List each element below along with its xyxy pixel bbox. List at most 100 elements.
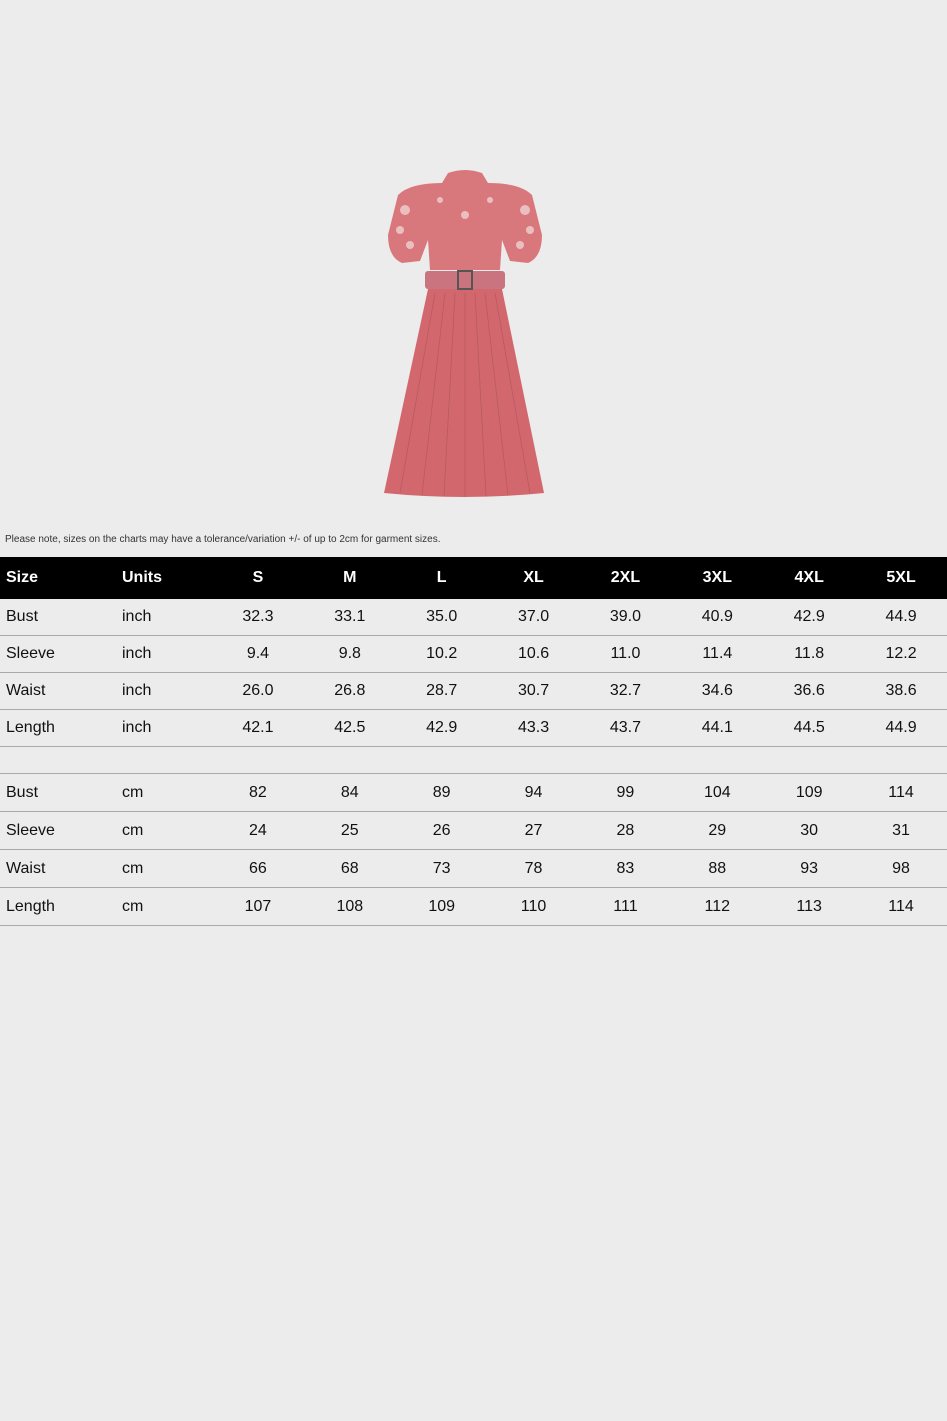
unit-cell: cm (116, 811, 212, 850)
table-row: Sleeve inch 9.4 9.8 10.2 10.6 11.0 11.4 11.8 12.2 (0, 635, 947, 673)
value-cell: 27 (487, 811, 580, 850)
value-cell: 43.3 (487, 709, 580, 747)
value-cell: 42.9 (395, 709, 488, 747)
column-header: S (212, 557, 304, 599)
value-cell: 88 (671, 849, 764, 888)
value-cell: 112 (671, 887, 764, 926)
value-cell: 37.0 (487, 599, 580, 636)
value-cell: 114 (855, 887, 947, 926)
value-cell: 68 (303, 849, 396, 888)
value-cell: 83 (579, 849, 672, 888)
value-cell: 11.0 (579, 635, 672, 673)
value-cell: 10.6 (487, 635, 580, 673)
value-cell: 93 (763, 849, 856, 888)
value-cell: 43.7 (579, 709, 672, 747)
size-tolerance-note: Please note, sizes on the charts may hav… (5, 534, 441, 545)
value-cell: 30.7 (487, 672, 580, 710)
value-cell: 24 (212, 811, 304, 850)
value-cell: 25 (303, 811, 396, 850)
unit-cell: cm (116, 773, 212, 812)
size-chart-table: Size Units S M L XL 2XL 3XL 4XL 5XL Bust inch 32.3 3… (0, 557, 947, 926)
value-cell: 42.9 (763, 599, 856, 636)
value-cell: 38.6 (855, 672, 947, 710)
value-cell: 11.4 (671, 635, 764, 673)
value-cell: 66 (212, 849, 304, 888)
value-cell: 9.8 (303, 635, 396, 673)
value-cell: 44.5 (763, 709, 856, 747)
value-cell: 109 (395, 887, 488, 926)
unit-cell: inch (116, 672, 212, 710)
value-cell: 114 (855, 773, 947, 812)
value-cell: 28 (579, 811, 672, 850)
value-cell: 29 (671, 811, 764, 850)
value-cell: 9.4 (212, 635, 304, 673)
value-cell: 73 (395, 849, 488, 888)
table-row: Waist cm 66 68 73 78 83 88 93 98 (0, 849, 947, 888)
measurement-label: Sleeve (0, 811, 116, 850)
value-cell: 78 (487, 849, 580, 888)
value-cell: 40.9 (671, 599, 764, 636)
value-cell: 35.0 (395, 599, 488, 636)
product-image (384, 170, 544, 497)
column-header: Size (0, 557, 116, 599)
table-row: Waist inch 26.0 26.8 28.7 30.7 32.7 34.6 36.6 38.… (0, 672, 947, 710)
value-cell: 113 (763, 887, 856, 926)
measurement-label: Length (0, 887, 116, 926)
value-cell: 42.1 (212, 709, 304, 747)
value-cell: 109 (763, 773, 856, 812)
table-row: Bust inch 32.3 33.1 35.0 37.0 39.0 40.9 42.9 44.9 (0, 599, 947, 636)
value-cell: 94 (487, 773, 580, 812)
value-cell: 26 (395, 811, 488, 850)
column-header: L (395, 557, 488, 599)
measurement-label: Bust (0, 599, 116, 636)
measurement-label: Waist (0, 672, 116, 710)
measurement-label: Sleeve (0, 635, 116, 673)
value-cell: 108 (303, 887, 396, 926)
value-cell: 26.0 (212, 672, 304, 710)
measurement-label: Bust (0, 773, 116, 812)
value-cell: 32.7 (579, 672, 672, 710)
value-cell: 111 (579, 887, 672, 926)
table-row: Bust cm 82 84 89 94 99 104 109 114 (0, 773, 947, 812)
table-row: Sleeve cm 24 25 26 27 28 29 30 31 (0, 811, 947, 850)
value-cell: 84 (303, 773, 396, 812)
value-cell: 34.6 (671, 672, 764, 710)
value-cell: 44.9 (855, 709, 947, 747)
value-cell: 32.3 (212, 599, 304, 636)
table-header-row: Size Units S M L XL 2XL 3XL 4XL 5XL (0, 557, 947, 599)
value-cell: 11.8 (763, 635, 856, 673)
value-cell: 99 (579, 773, 672, 812)
unit-cell: cm (116, 887, 212, 926)
value-cell: 110 (487, 887, 580, 926)
value-cell: 107 (212, 887, 304, 926)
value-cell: 44.1 (671, 709, 764, 747)
column-header: 5XL (855, 557, 947, 599)
spacer-cell (0, 746, 947, 774)
value-cell: 42.5 (303, 709, 396, 747)
value-cell: 10.2 (395, 635, 488, 673)
table-row: Length inch 42.1 42.5 42.9 43.3 43.7 44.1 44.5 44… (0, 709, 947, 747)
unit-cell: cm (116, 849, 212, 888)
value-cell: 31 (855, 811, 947, 850)
column-header: 3XL (671, 557, 764, 599)
unit-cell: inch (116, 635, 212, 673)
value-cell: 12.2 (855, 635, 947, 673)
value-cell: 98 (855, 849, 947, 888)
value-cell: 44.9 (855, 599, 947, 636)
measurement-label: Waist (0, 849, 116, 888)
value-cell: 36.6 (763, 672, 856, 710)
value-cell: 28.7 (395, 672, 488, 710)
unit-cell: inch (116, 599, 212, 636)
value-cell: 26.8 (303, 672, 396, 710)
table-row: Length cm 107 108 109 110 111 112 113 114 (0, 887, 947, 926)
measurement-label: Length (0, 709, 116, 747)
column-header: M (303, 557, 396, 599)
value-cell: 33.1 (303, 599, 396, 636)
column-header: 2XL (579, 557, 672, 599)
value-cell: 30 (763, 811, 856, 850)
unit-cell: inch (116, 709, 212, 747)
value-cell: 104 (671, 773, 764, 812)
spacer-row (0, 746, 947, 774)
value-cell: 39.0 (579, 599, 672, 636)
value-cell: 89 (395, 773, 488, 812)
